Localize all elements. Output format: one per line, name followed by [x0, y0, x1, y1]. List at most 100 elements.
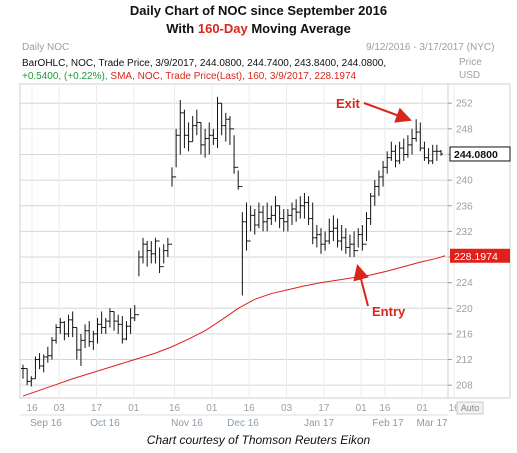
ohlc-bar — [401, 138, 406, 161]
ohlc-bar — [310, 202, 315, 245]
ohlc-bar — [37, 353, 42, 370]
ohlc-bar — [368, 192, 373, 225]
ohlc-bar — [418, 122, 423, 152]
ohlc-bar — [203, 128, 208, 158]
y-tick-label: 220 — [456, 304, 473, 315]
ohlc-bar — [41, 354, 46, 373]
x-day-label: 16 — [26, 403, 38, 414]
y-tick-label: 232 — [456, 227, 473, 238]
ohlc-bar — [25, 368, 30, 386]
x-month-label: Jan 17 — [304, 418, 334, 429]
y-tick-label: 208 — [456, 381, 473, 392]
ohlc-bar — [244, 202, 249, 251]
ohlc-bar — [54, 324, 59, 344]
sma-line — [22, 255, 446, 397]
ohlc-bar — [136, 250, 141, 316]
ohlc-bar — [219, 102, 224, 136]
ohlc-bar — [269, 205, 274, 225]
auto-label: Auto — [461, 403, 480, 413]
ohlc-bar — [182, 109, 187, 149]
ohlc-bar — [99, 311, 104, 334]
ohlc-bar — [58, 317, 63, 334]
auto-button — [456, 401, 484, 415]
ohlc-bar — [285, 208, 290, 232]
chart-header-left: Daily NOC — [22, 42, 70, 53]
ohlc-bar — [376, 170, 381, 197]
x-month-label: Nov 16 — [171, 418, 203, 429]
ohlc-bar — [207, 122, 212, 155]
chart-caption: Chart courtesy of Thomson Reuters Eikon — [146, 433, 371, 447]
x-day-label: 03 — [54, 403, 66, 414]
price-axis-strip — [447, 83, 511, 399]
indicator-info-line: +0.5400, (+0.22%), SMA, NOC, Trade Price… — [22, 71, 356, 82]
y-tick-label: 240 — [456, 176, 473, 187]
x-day-label: 01 — [206, 403, 218, 414]
axes: 2082122162202242282322362402442482521603… — [20, 99, 511, 429]
ohlc-bar — [381, 160, 386, 187]
annotations: Exit Entry — [336, 96, 412, 319]
ohlc-bar — [116, 314, 121, 334]
ohlc-bar — [281, 208, 286, 232]
annotation-exit-label: Exit — [336, 96, 361, 111]
ohlc-bar — [430, 144, 435, 165]
x-day-label: 17 — [91, 403, 103, 414]
sma-layer — [22, 255, 446, 397]
sma-info-text: SMA, NOC, Trade Price(Last), 160, 3/9/20… — [110, 71, 357, 82]
ohlc-bar — [439, 150, 443, 156]
y-tick-label: 216 — [456, 329, 473, 340]
ohlc-bar — [360, 224, 365, 251]
price-label: Price — [459, 57, 482, 68]
grid — [19, 83, 511, 399]
x-day-label: 16 — [244, 403, 256, 414]
ohlc-bar — [107, 308, 112, 328]
ohlc-bar — [70, 311, 75, 338]
ohlc-bar — [120, 315, 125, 344]
ohlc-bar — [302, 192, 307, 219]
ohlc-bar — [132, 305, 137, 322]
ohlc-bar — [352, 231, 357, 258]
ohlc-bar — [397, 141, 402, 165]
ohlc-bar — [149, 241, 154, 264]
ohlc-bar — [169, 167, 174, 245]
ohlc-bar — [265, 202, 270, 232]
highlight-text: 160-Day — [197, 21, 248, 36]
ohlc-bar — [186, 122, 191, 152]
x-day-label: 16 — [448, 403, 460, 414]
ohlc-bar — [161, 244, 166, 268]
ohlc-bar — [83, 324, 88, 349]
ohlc-bar — [314, 224, 319, 248]
ohlc-bar — [232, 128, 237, 174]
ohlc-bar — [153, 237, 158, 264]
ohlc-bar — [248, 205, 253, 242]
currency-label: USD — [459, 70, 481, 81]
sma-price-label: 228.1974 — [454, 251, 498, 263]
ohlc-bar — [21, 364, 25, 379]
ohlc-bar — [389, 141, 394, 161]
ohlc-bar — [434, 144, 439, 161]
ohlc-bars — [21, 96, 443, 387]
ohlc-bar — [128, 308, 133, 334]
x-month-label: Dec 16 — [227, 418, 259, 429]
ohlc-bar — [422, 141, 427, 161]
ohlc-bar — [372, 180, 377, 206]
ohlc-bar — [294, 199, 299, 222]
ohlc-bar — [49, 337, 54, 360]
ohlc-bar — [124, 321, 129, 341]
ohlc-bar — [74, 327, 79, 360]
ohlc-bar — [385, 151, 390, 174]
ohlc-bar — [426, 148, 431, 165]
ohlc-bar — [157, 240, 162, 274]
ohlc-bar — [356, 228, 361, 252]
ohlc-bar — [178, 100, 183, 155]
ohlc-bar — [364, 212, 369, 245]
y-tick-label: 224 — [456, 278, 473, 289]
ohlc-bar — [29, 376, 34, 387]
y-tick-label: 236 — [456, 201, 473, 212]
x-day-label: 01 — [128, 403, 140, 414]
ohlc-bar — [261, 205, 266, 232]
annotation-entry-label: Entry — [372, 304, 406, 319]
x-month-label: Oct 16 — [90, 418, 120, 429]
ohlc-bar — [331, 215, 336, 241]
plot-frame — [19, 83, 449, 399]
